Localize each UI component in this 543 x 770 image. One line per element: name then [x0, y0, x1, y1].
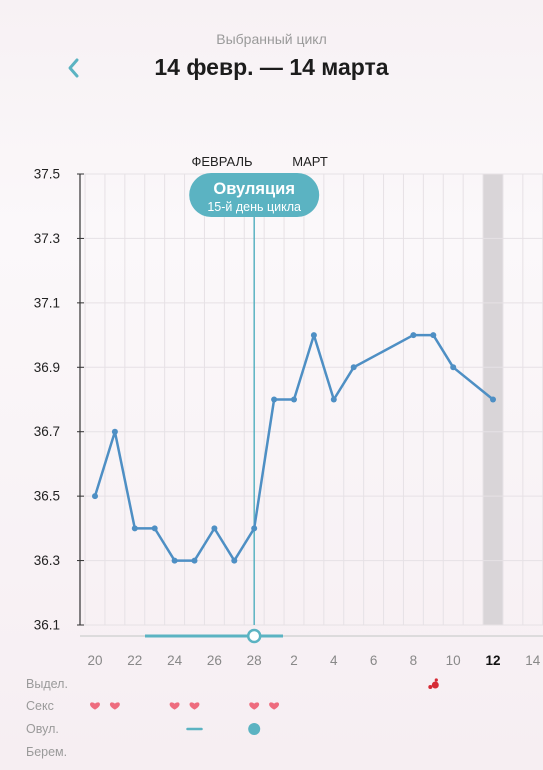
blood-drop-icon-small: [434, 678, 438, 682]
temperature-point[interactable]: [430, 332, 437, 339]
header-subtitle: Выбранный цикл: [216, 31, 327, 47]
y-tick-label: 36.7: [34, 424, 60, 439]
temperature-point[interactable]: [92, 493, 98, 500]
x-tick-label[interactable]: 28: [247, 653, 262, 668]
temperature-point[interactable]: [211, 525, 218, 532]
heart-icon[interactable]: [169, 702, 180, 710]
temperature-point[interactable]: [191, 557, 198, 564]
heart-icon[interactable]: [249, 702, 260, 710]
x-tick-label[interactable]: 12: [485, 653, 500, 668]
month-label: ФЕВРАЛЬ: [191, 154, 252, 169]
ovulation-badge-subtitle: 15-й день цикла: [207, 200, 301, 214]
x-tick-label[interactable]: 8: [410, 653, 418, 668]
x-tick-label[interactable]: 26: [207, 653, 222, 668]
ovulation-dot-icon[interactable]: [248, 723, 261, 735]
timeline-handle[interactable]: [246, 628, 262, 644]
temperature-point[interactable]: [271, 396, 278, 403]
month-label: МАРТ: [292, 154, 328, 169]
x-tick-label[interactable]: 10: [446, 653, 461, 668]
row-label: Берем.: [26, 745, 67, 759]
temperature-point[interactable]: [310, 332, 317, 339]
y-tick-label: 36.5: [34, 489, 60, 504]
y-tick-label: 37.1: [34, 295, 60, 310]
y-tick-label: 36.1: [34, 618, 60, 633]
blood-drop-icon[interactable]: [431, 681, 439, 689]
temperature-series-line: [93, 333, 494, 562]
temperature-point[interactable]: [450, 364, 457, 371]
row-label: Секс: [26, 699, 54, 713]
y-tick-label: 36.9: [34, 360, 60, 375]
ovulation-badge-title: Овуляция: [213, 180, 295, 198]
heart-icon[interactable]: [90, 702, 100, 710]
x-tick-label[interactable]: 2: [290, 653, 298, 668]
x-tick-label[interactable]: 22: [127, 653, 142, 668]
back-button[interactable]: [60, 54, 88, 82]
page-title: 14 февр. — 14 марта: [154, 54, 389, 80]
temperature-point[interactable]: [251, 525, 258, 532]
x-tick-label[interactable]: 14: [525, 653, 541, 668]
temperature-point[interactable]: [350, 364, 357, 371]
y-tick-label: 37.3: [34, 231, 60, 246]
x-tick-label[interactable]: 6: [370, 653, 378, 668]
chevron-left-icon: [68, 58, 79, 78]
temperature-chart[interactable]: 37.5 37.3 37.1 36.9 36.7 36.5 36.3 36.1 ФЕВРАЛЬ М…: [0, 140, 543, 770]
row-label: Выдел.: [26, 677, 68, 691]
y-tick-label: 37.5: [34, 167, 60, 182]
temperature-point[interactable]: [330, 396, 337, 403]
temperature-point[interactable]: [231, 557, 238, 564]
ovulation-badge[interactable]: [189, 173, 320, 217]
row-label: Овул.: [26, 722, 59, 736]
temperature-point[interactable]: [490, 396, 496, 403]
y-tick-label: 36.3: [34, 553, 60, 568]
temperature-point[interactable]: [171, 557, 178, 564]
heart-icon[interactable]: [269, 702, 280, 710]
x-tick-label[interactable]: 24: [167, 653, 183, 668]
x-tick-label[interactable]: 20: [87, 653, 102, 668]
header: Выбранный цикл 14 февр. — 14 марта: [0, 0, 543, 100]
x-tick-label[interactable]: 4: [330, 653, 338, 668]
heart-icon[interactable]: [109, 702, 120, 710]
blood-drop-icon-small: [428, 685, 433, 689]
temperature-point[interactable]: [151, 525, 158, 532]
temperature-point[interactable]: [131, 525, 138, 532]
temperature-point[interactable]: [291, 396, 297, 403]
temperature-point[interactable]: [111, 428, 118, 435]
temperature-point[interactable]: [410, 332, 417, 339]
heart-icon[interactable]: [189, 702, 200, 710]
